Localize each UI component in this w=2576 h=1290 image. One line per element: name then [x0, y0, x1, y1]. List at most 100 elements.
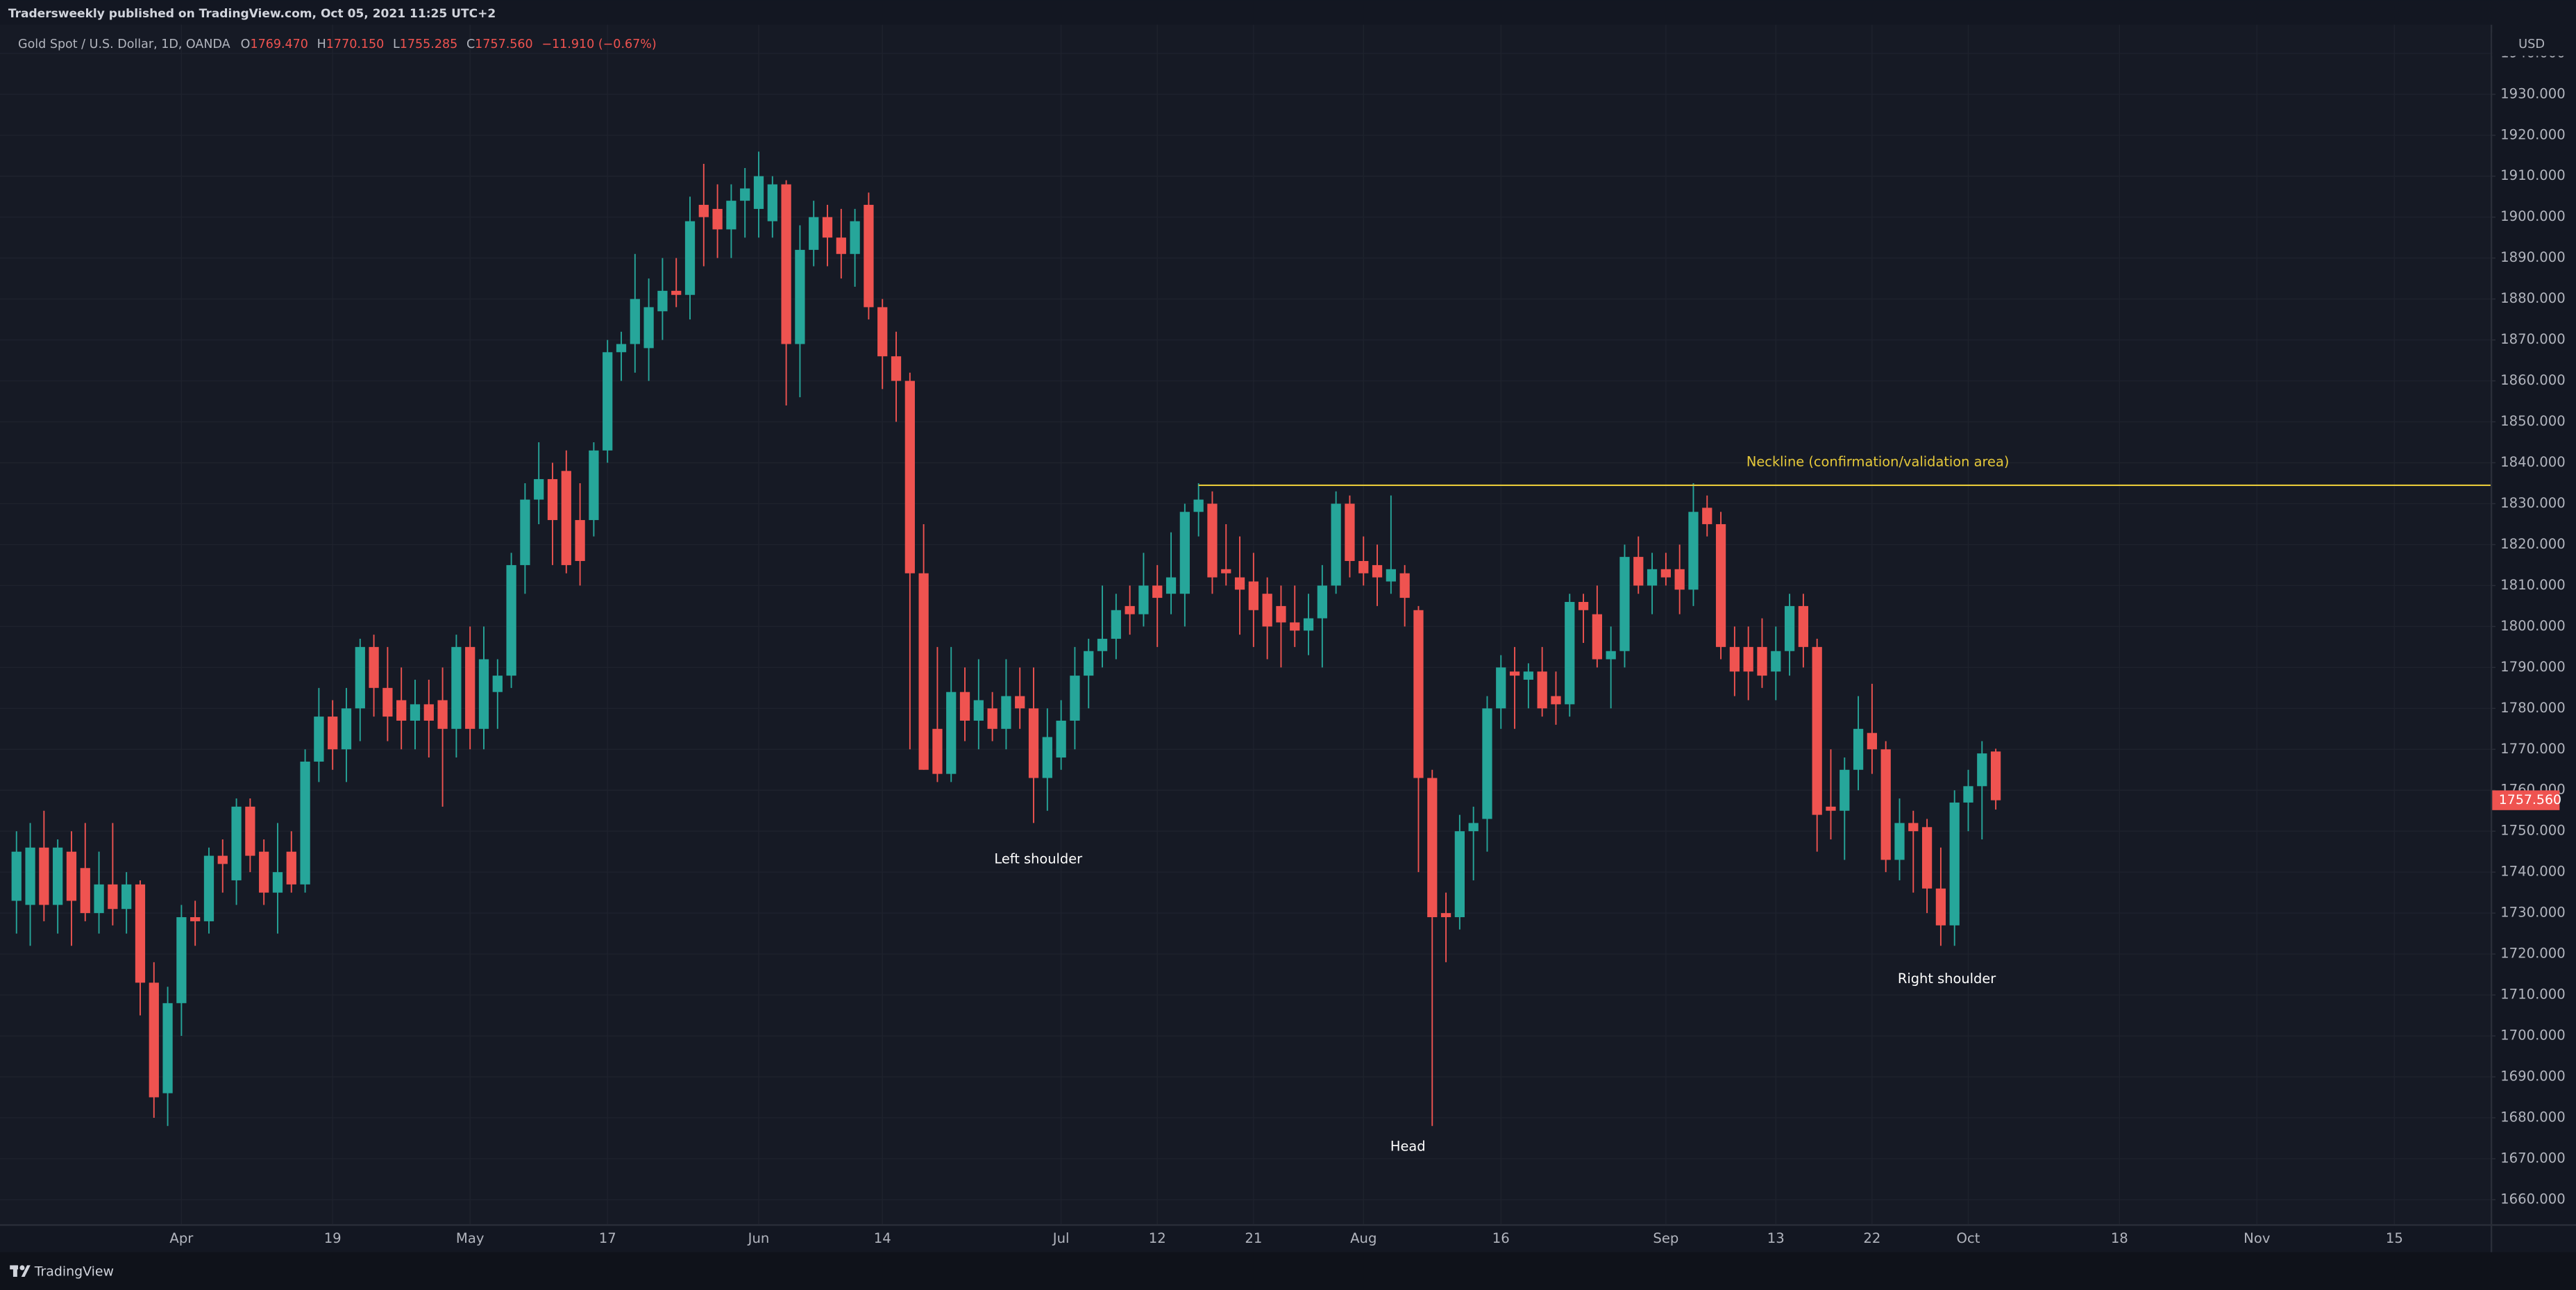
- candle-body: [1413, 610, 1424, 778]
- logo-shape: [19, 1265, 25, 1271]
- candle-body: [1331, 503, 1341, 586]
- candle-body: [1482, 708, 1492, 819]
- candle-body: [1798, 605, 1809, 647]
- ohlc-letter: L: [393, 37, 400, 51]
- y-tick-label: 1720.000: [2500, 946, 2566, 962]
- candle-body: [904, 380, 915, 573]
- candle-body: [80, 868, 90, 914]
- candle-body: [1290, 622, 1300, 631]
- candle-body: [1317, 585, 1327, 619]
- candle-body: [1688, 512, 1699, 590]
- candle-body: [836, 237, 846, 254]
- candle-body: [1111, 610, 1121, 639]
- candle-body: [231, 806, 242, 880]
- annotation: Right shoulder: [1898, 971, 1996, 987]
- candle-body: [1578, 601, 1589, 610]
- candle-body: [478, 659, 489, 729]
- candle-body: [1715, 523, 1726, 647]
- candle-body: [245, 806, 255, 856]
- byline: Tradersweekly published on TradingView.c…: [8, 7, 496, 21]
- candle-body: [1179, 512, 1190, 594]
- candle-body: [1633, 557, 1644, 586]
- x-tick-label: Apr: [169, 1230, 194, 1246]
- y-tick-label: 1920.000: [2500, 126, 2566, 142]
- candle-body: [1743, 646, 1753, 672]
- candle-body: [1070, 676, 1080, 721]
- candle-body: [1221, 569, 1231, 573]
- candle-body: [684, 221, 696, 295]
- candle-body: [918, 573, 929, 770]
- candle-body: [1440, 913, 1451, 918]
- candle-body: [877, 307, 888, 357]
- candle-body: [520, 499, 530, 565]
- candle-body: [795, 249, 805, 344]
- candle-body: [1509, 671, 1520, 676]
- candle-body: [850, 221, 860, 254]
- candle-body: [1097, 639, 1108, 651]
- candle-body: [671, 290, 682, 295]
- candle-body: [369, 646, 379, 688]
- candle-body: [1908, 823, 1919, 832]
- logo-shape: [12, 1265, 17, 1277]
- brand-logo: [10, 1265, 31, 1277]
- candle-body: [1358, 561, 1369, 573]
- ohlc-letter: O: [241, 37, 251, 51]
- candle-body: [1894, 823, 1905, 860]
- price-tag-bg: [2492, 790, 2560, 810]
- candle-body: [822, 217, 833, 238]
- candle-body: [300, 761, 310, 885]
- candle-body: [575, 520, 585, 562]
- candle-body: [121, 884, 132, 910]
- candle-body: [108, 884, 118, 910]
- candle-body: [328, 717, 338, 750]
- candle-body: [1537, 671, 1547, 709]
- candle-body: [864, 205, 874, 308]
- ohlc-value: 1770.150: [326, 37, 385, 51]
- x-tick-label: 15: [2386, 1230, 2403, 1246]
- candle-body: [1001, 696, 1011, 729]
- candle-body: [190, 917, 201, 921]
- x-tick-label: 22: [1863, 1230, 1880, 1246]
- candle-body: [1125, 605, 1135, 614]
- x-tick-label: 16: [1492, 1230, 1510, 1246]
- candle-body: [1880, 749, 1891, 860]
- labels: 1660.000 1670.000 1680.000 1690.000 1700.000…: [169, 33, 2575, 1246]
- candle-body: [657, 290, 668, 312]
- candle-body: [1771, 651, 1781, 672]
- x-tick-label: May: [456, 1230, 485, 1246]
- ohlc-letter: H: [317, 37, 326, 51]
- candle-body: [753, 176, 764, 209]
- candle-body: [11, 851, 22, 901]
- y-tick-label: 1750.000: [2500, 823, 2566, 839]
- candle-body: [1963, 786, 1973, 803]
- candle-body: [1372, 564, 1383, 578]
- x-tick-label: 18: [2111, 1230, 2128, 1246]
- candle-body: [1935, 888, 1946, 925]
- y-tick-label: 1890.000: [2500, 249, 2566, 265]
- price-tag: 1757.560: [2499, 792, 2561, 807]
- candle-body: [1248, 581, 1258, 610]
- y-tick-label: 1700.000: [2500, 1028, 2566, 1044]
- logo-shape: [21, 1265, 31, 1277]
- grid: [0, 24, 2491, 1225]
- candles: [11, 151, 2491, 1126]
- candle-body: [726, 201, 736, 230]
- annotation: Head: [1390, 1139, 1426, 1155]
- candle-body: [1674, 569, 1685, 590]
- candle-body: [1262, 594, 1272, 627]
- candle-body: [286, 851, 296, 885]
- candle-body: [698, 205, 709, 217]
- candle-body: [1496, 667, 1506, 709]
- candle-body: [809, 217, 819, 250]
- change: −11.910 (−0.67%): [541, 37, 656, 51]
- candle-body: [1619, 557, 1630, 651]
- candle-body: [1193, 499, 1204, 512]
- currency: USD: [2518, 37, 2545, 51]
- candle-body: [1303, 618, 1314, 631]
- candle-body: [547, 479, 558, 521]
- ohlc-value: 1755.285: [400, 37, 458, 51]
- candle-body: [1592, 614, 1602, 660]
- candle-body: [176, 917, 187, 1003]
- y-tick-label: 1740.000: [2500, 864, 2566, 880]
- candle-body: [451, 646, 462, 729]
